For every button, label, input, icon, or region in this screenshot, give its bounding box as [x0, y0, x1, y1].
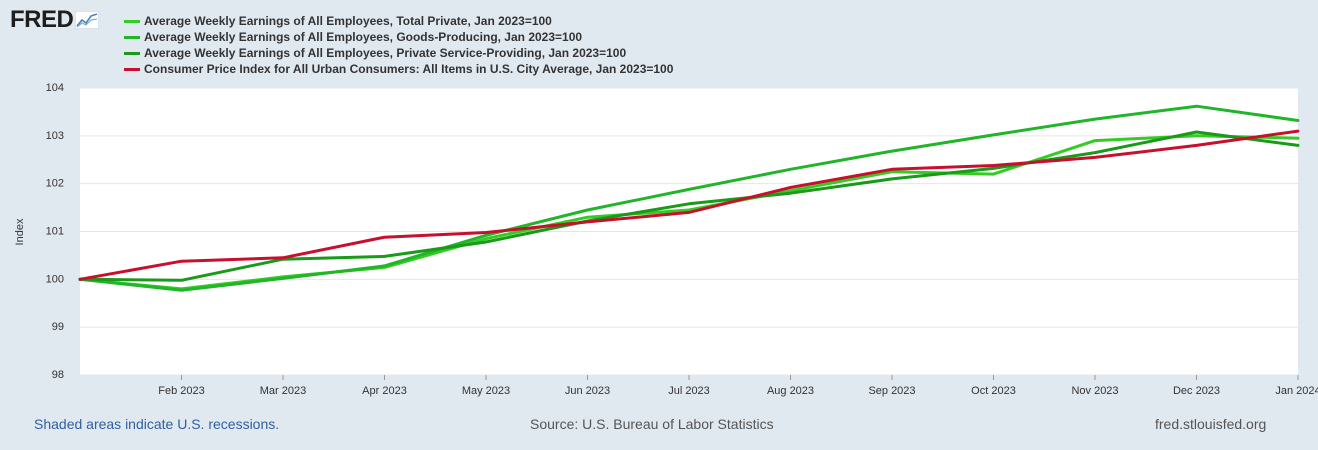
legend-swatch: [124, 35, 140, 39]
y-tick-label: 98: [52, 369, 64, 381]
series-line: [78, 129, 1300, 281]
chart-logo-icon: [75, 11, 100, 29]
y-tick-label: 102: [46, 178, 64, 190]
y-axis: 98 99 100 101 102 103 104: [46, 82, 64, 381]
y-tick-label: 104: [46, 82, 64, 94]
x-tick-label: Jun 2023: [565, 385, 610, 397]
y-tick-label: 100: [46, 273, 64, 285]
legend-label: Average Weekly Earnings of All Employees…: [144, 46, 627, 60]
x-tick-label: Nov 2023: [1071, 385, 1118, 397]
y-tick-label: 103: [46, 130, 64, 142]
legend-swatch: [124, 67, 140, 71]
x-tick-label: May 2023: [462, 385, 510, 397]
site-link[interactable]: fred.stlouisfed.org: [1155, 416, 1267, 432]
x-tick-label: Dec 2023: [1173, 385, 1220, 397]
legend-item[interactable]: Average Weekly Earnings of All Employees…: [124, 13, 673, 29]
legend-item[interactable]: Average Weekly Earnings of All Employees…: [124, 29, 673, 45]
legend-label: Consumer Price Index for All Urban Consu…: [144, 62, 674, 76]
x-tick-label: Apr 2023: [362, 385, 407, 397]
legend-label: Average Weekly Earnings of All Employees…: [144, 14, 552, 28]
x-tick-label: Jan 2024: [1275, 385, 1318, 397]
y-tick-label: 99: [52, 321, 64, 333]
y-axis-label: Index: [14, 218, 26, 245]
logo-text: FRED: [10, 6, 74, 33]
x-tick-label: Jul 2023: [668, 385, 710, 397]
chart-legend: Average Weekly Earnings of All Employees…: [124, 13, 673, 77]
recession-note: Shaded areas indicate U.S. recessions.: [34, 416, 280, 432]
line-chart[interactable]: 98 99 100 101 102 103 104 Feb 2023 Mar 2023 Apr …: [0, 0, 1318, 410]
legend-swatch: [124, 19, 140, 23]
x-axis: Feb 2023 Mar 2023 Apr 2023 May 2023 Jun 2023…: [158, 375, 1318, 397]
y-tick-label: 101: [46, 226, 64, 238]
x-tick-label: Oct 2023: [971, 385, 1016, 397]
fred-logo[interactable]: FRED: [10, 6, 100, 33]
legend-label: Average Weekly Earnings of All Employees…: [144, 30, 583, 44]
series-lines: [78, 104, 1300, 292]
series-line: [78, 104, 1300, 292]
x-tick-label: Sep 2023: [868, 385, 915, 397]
x-tick-label: Mar 2023: [260, 385, 306, 397]
x-tick-label: Feb 2023: [158, 385, 204, 397]
legend-item[interactable]: Consumer Price Index for All Urban Consu…: [124, 61, 673, 77]
source-note: Source: U.S. Bureau of Labor Statistics: [530, 416, 774, 432]
legend-swatch: [124, 51, 140, 55]
x-tick-label: Aug 2023: [767, 385, 814, 397]
legend-item[interactable]: Average Weekly Earnings of All Employees…: [124, 45, 673, 61]
